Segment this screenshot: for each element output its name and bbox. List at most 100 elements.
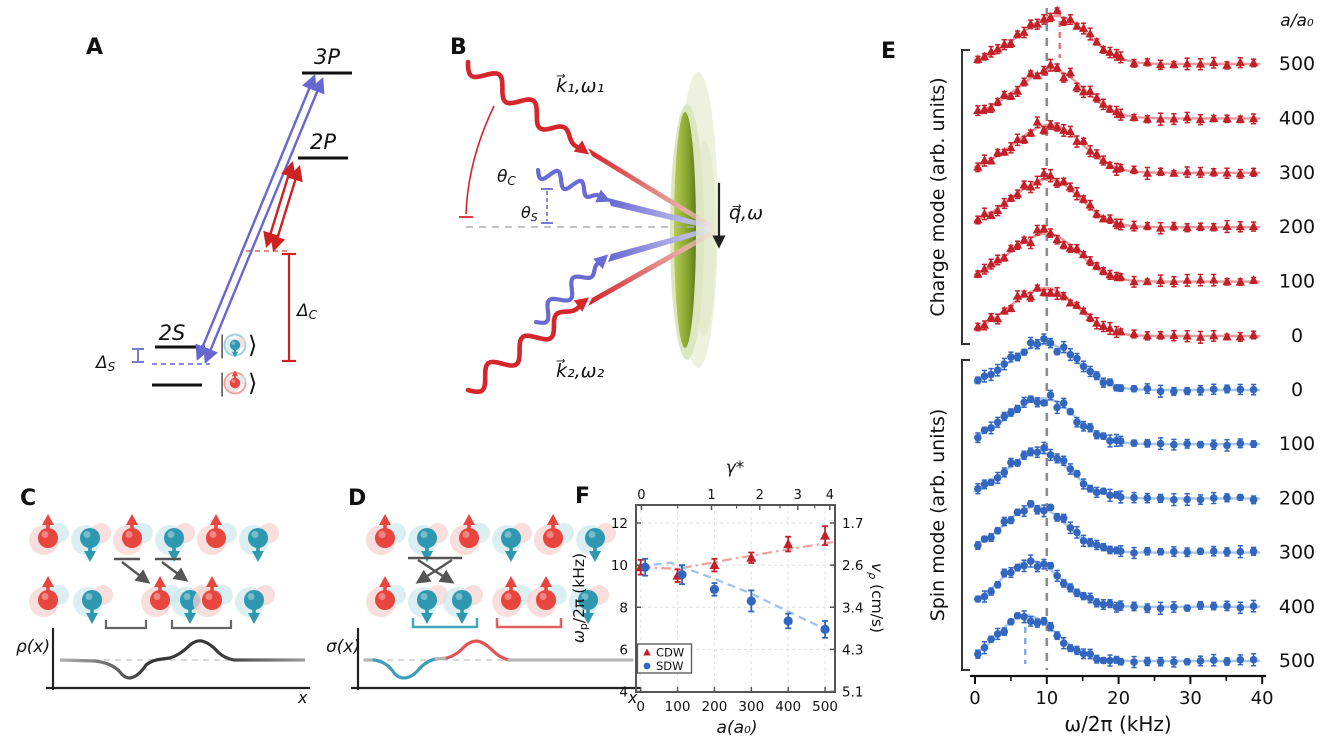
spin-group-bracket bbox=[961, 359, 970, 671]
svg-text:1: 1 bbox=[707, 488, 715, 503]
a-over-a0-value: 100 bbox=[1279, 271, 1315, 293]
a-over-a0-value: 0 bbox=[1291, 379, 1303, 401]
a-over-a0-value: 300 bbox=[1279, 162, 1315, 184]
svg-text:4.3: 4.3 bbox=[842, 642, 863, 658]
svg-text:6: 6 bbox=[619, 642, 628, 658]
a-over-a0-value: 400 bbox=[1279, 107, 1315, 129]
spin-mode-ylabel: Spin mode (arb. units) bbox=[927, 409, 949, 622]
blue-beam-top bbox=[608, 198, 710, 229]
sigma-curve bbox=[363, 639, 634, 680]
panel-a-level-diagram: A 3P 2P 2S ΔC bbox=[86, 35, 352, 397]
a-over-a0-value: 500 bbox=[1279, 53, 1315, 75]
delta-c-label: ΔC bbox=[295, 301, 318, 322]
omega-p-ylabel: ωp/2π (kHz) bbox=[570, 553, 590, 643]
charge-spectrum-300 bbox=[973, 116, 1261, 181]
svg-text:12: 12 bbox=[611, 516, 628, 532]
svg-text:SDW: SDW bbox=[656, 659, 684, 673]
red-beam-top bbox=[588, 148, 714, 231]
charge-spectrum-0 bbox=[973, 282, 1261, 344]
atom-lattice-d bbox=[366, 514, 616, 624]
a-over-a0-value: 400 bbox=[1279, 596, 1315, 618]
theta-c-label: θC bbox=[497, 167, 516, 188]
a-over-a0-value: 0 bbox=[1291, 325, 1303, 347]
theta-c-angle-marker bbox=[459, 105, 495, 218]
panel-f-label: F bbox=[575, 484, 590, 509]
svg-text:1.7: 1.7 bbox=[842, 516, 863, 532]
charge-spectrum-400 bbox=[973, 58, 1261, 126]
panel-b-label: B bbox=[450, 35, 467, 60]
sigma-axis-label: σ(x) bbox=[326, 637, 360, 657]
svg-text:3: 3 bbox=[794, 488, 802, 503]
beam2-label: k⃗₂,ω₂ bbox=[555, 359, 604, 382]
delta-s-label: ΔS bbox=[94, 353, 116, 374]
charge-spectrum-100 bbox=[973, 223, 1261, 288]
svg-text:200: 200 bbox=[702, 699, 728, 715]
spin-spectrum-500 bbox=[973, 610, 1261, 669]
cdw-data-series bbox=[635, 525, 831, 583]
svg-text:2: 2 bbox=[756, 488, 764, 503]
hop-arrows-c bbox=[114, 557, 189, 584]
beam1-label: k⃗₁,ω₁ bbox=[555, 74, 604, 97]
svg-text:2.6: 2.6 bbox=[842, 558, 863, 574]
level-3p-label: 3P bbox=[314, 45, 340, 69]
charge-group-bracket bbox=[961, 49, 970, 345]
svg-text:10: 10 bbox=[1035, 688, 1058, 709]
svg-text:5.1: 5.1 bbox=[842, 685, 863, 701]
charge-spectrum-200 bbox=[973, 167, 1261, 235]
svg-text:20: 20 bbox=[1107, 688, 1130, 709]
omega-x-axis: 0 10 20 30 40 bbox=[969, 674, 1274, 709]
svg-text:500: 500 bbox=[812, 699, 838, 715]
svg-text:⟩: ⟩ bbox=[248, 369, 257, 397]
svg-text:|: | bbox=[218, 331, 226, 359]
gamma-star-label: γ* bbox=[726, 458, 745, 478]
red-beam-bottom bbox=[588, 229, 714, 306]
a-xlabel: a(a₀) bbox=[717, 718, 758, 738]
panel-c-cdw-cartoon: C ρ(x) x bbox=[16, 486, 310, 707]
spectra-plot-area: 500 400 300 200 100 0 0 100 200 300 400 500 0 10 20 30 4… bbox=[969, 5, 1315, 709]
density-brackets-c bbox=[104, 620, 233, 630]
svg-text:8: 8 bbox=[619, 600, 628, 616]
svg-text:40: 40 bbox=[1251, 688, 1274, 709]
svg-text:|: | bbox=[218, 369, 226, 397]
svg-text:CDW: CDW bbox=[656, 646, 684, 660]
theta-s-angle-marker bbox=[541, 188, 553, 224]
atom-lattice-c bbox=[29, 514, 279, 624]
a-over-a0-value: 200 bbox=[1279, 216, 1315, 238]
a-over-a0-value: 500 bbox=[1279, 650, 1315, 672]
cdw-trend-line bbox=[640, 540, 834, 571]
theta-s-label: θS bbox=[521, 203, 538, 224]
charge-spectrum-500 bbox=[973, 5, 1261, 71]
rho-x-label: x bbox=[297, 688, 308, 707]
laser-squiggle-arrows bbox=[465, 59, 611, 395]
sdw-data-series bbox=[640, 557, 830, 639]
spin-spectrum-100 bbox=[973, 389, 1261, 452]
a-over-a0-value: 300 bbox=[1279, 542, 1315, 564]
svg-text:300: 300 bbox=[738, 699, 764, 715]
panel-f-dispersion: F ωp/2π (kHz) vρ (cm/s) γ* a(a₀) 0 100 200… bbox=[570, 458, 886, 738]
svg-text:10: 10 bbox=[611, 558, 628, 574]
blue-beam-bottom bbox=[608, 227, 710, 262]
panel-d-label: D bbox=[348, 486, 366, 511]
red-bragg-arrows bbox=[263, 161, 303, 252]
panel-b-bragg-setup: B θC θS k⃗₁,ω₁ k⃗₂,ω₂ q⃗ bbox=[450, 35, 763, 395]
spin-down-bracket bbox=[411, 618, 479, 629]
panel-e-spectra: E a/a₀ Charge mode (arb. units) Spin mod… bbox=[881, 5, 1315, 736]
spin-spectrum-300 bbox=[973, 500, 1261, 560]
spin-spectrum-400 bbox=[973, 554, 1261, 615]
a-over-a0-value: 100 bbox=[1279, 433, 1315, 455]
panel-c-label: C bbox=[20, 486, 36, 511]
v-rho-ylabel: vρ (cm/s) bbox=[866, 563, 886, 633]
level-2p-label: 2P bbox=[310, 130, 336, 154]
panel-a-label: A bbox=[86, 35, 103, 60]
panel-d-sdw-cartoon: D σ(x) x bbox=[326, 486, 640, 707]
level-2s-label: 2S bbox=[159, 321, 186, 345]
exchange-arrows-d bbox=[408, 556, 462, 584]
svg-text:100: 100 bbox=[665, 699, 691, 715]
svg-text:0: 0 bbox=[969, 688, 980, 709]
scattering-length-header: a/a₀ bbox=[1280, 11, 1314, 31]
spin-spectrum-200 bbox=[973, 441, 1261, 507]
